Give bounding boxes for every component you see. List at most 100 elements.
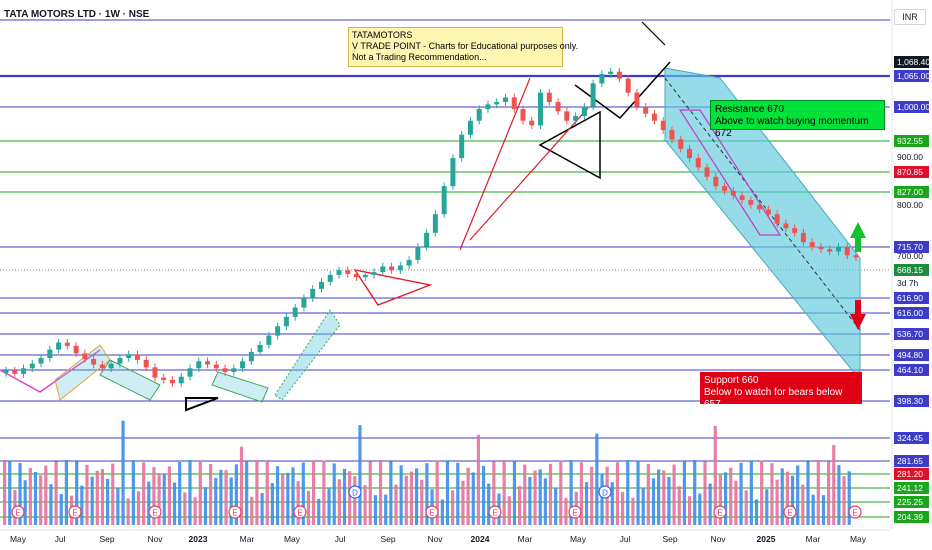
candle-body [835, 246, 841, 252]
candle-body [765, 209, 771, 215]
volume-bar [44, 465, 48, 525]
volume-bar [312, 460, 316, 525]
volume-bar [626, 460, 630, 525]
green-flag-2 [99, 359, 161, 401]
price-label-badge [894, 395, 929, 407]
candle-body [231, 368, 237, 373]
candle-body [687, 148, 693, 159]
price-level-label: 932.55 [897, 136, 923, 146]
volume-bar [770, 463, 774, 525]
volume-bar [49, 484, 53, 525]
volume-bar [126, 498, 130, 525]
event-marker [848, 505, 862, 519]
candle-body [380, 266, 386, 273]
volume-bar [456, 462, 460, 525]
time-axis-label: May [284, 534, 301, 544]
volume-bar [183, 492, 187, 525]
time-axis-label: Nov [147, 534, 163, 544]
time-axis-label: Jul [620, 534, 631, 544]
volume-bar [559, 460, 563, 525]
candle-body [345, 270, 351, 274]
candle-body [152, 367, 158, 378]
volume-bar [827, 461, 831, 525]
green-flag-3 [211, 371, 269, 403]
volume-bar [95, 470, 99, 525]
support-line-1: Support 660 [704, 375, 759, 386]
candle-body [143, 359, 149, 368]
volume-bar [39, 475, 43, 525]
volume-bar [662, 470, 666, 525]
volume-bar [760, 460, 764, 525]
volume-bar [152, 467, 156, 525]
candle-body [432, 214, 438, 233]
price-level-label: 494.80 [897, 350, 923, 360]
price-level-label: 464.10 [897, 365, 923, 375]
time-axis-label: Jul [335, 534, 346, 544]
volume-bar [275, 466, 280, 525]
price-level-label: 281.20 [897, 469, 923, 479]
volume-bar [342, 468, 347, 525]
volume-bar [518, 486, 522, 525]
volume-bar [481, 465, 486, 525]
candle-body [266, 335, 272, 345]
volume-bar [317, 498, 321, 525]
volume-bar [59, 494, 63, 525]
volume-bar [718, 474, 723, 525]
candle-body [581, 106, 587, 117]
candle-body [713, 176, 719, 187]
volume-bar [842, 476, 846, 525]
volume-bar [193, 497, 197, 525]
volume-bar [33, 472, 38, 525]
volume-bar [615, 462, 620, 525]
price-level-label: 616.90 [897, 293, 923, 303]
event-marker [713, 505, 727, 519]
time-axis-label: Sep [662, 534, 677, 544]
price-level-label: 1,068.40 [897, 57, 930, 67]
currency-badge[interactable]: INR [894, 9, 926, 25]
volume-bar [698, 493, 702, 525]
event-marker [348, 485, 362, 499]
volume-bar [245, 460, 249, 525]
price-level-label: 3d 7h [897, 278, 919, 288]
volume-bar [657, 469, 661, 525]
volume-bar [178, 462, 182, 525]
volume-bar [234, 464, 238, 525]
event-marker-label: E [15, 509, 20, 518]
volume-bar [327, 488, 331, 525]
volume-bar [780, 468, 784, 525]
volume-bar [18, 462, 22, 525]
volume-bar [631, 497, 635, 525]
volume-bar [111, 463, 115, 525]
volume-bar [821, 495, 826, 525]
event-marker-label: E [572, 509, 577, 518]
event-marker [598, 485, 612, 499]
volume-bar [214, 477, 218, 525]
price-label-badge [894, 468, 929, 480]
candle-body [205, 361, 211, 365]
candle-body [292, 307, 298, 317]
time-axis-label: 2024 [471, 534, 490, 544]
event-marker-label: D [602, 489, 608, 498]
event-marker [568, 505, 582, 519]
time-axis-label: May [570, 534, 587, 544]
note-annotation: TATAMOTORS V TRADE POINT - Charts for Ed… [348, 27, 578, 67]
candle-body [327, 274, 333, 282]
candle-body [695, 158, 701, 168]
time-axis-label: Mar [518, 534, 533, 544]
price-level-label: 204.39 [897, 512, 923, 522]
event-marker [293, 505, 307, 519]
volume-bar [512, 461, 517, 525]
volume-bar [765, 489, 769, 525]
candle-body [564, 111, 570, 121]
red-trend-line-1 [459, 77, 531, 251]
volume-bar [440, 499, 444, 525]
volume-bar [445, 460, 450, 525]
price-label-badge [894, 56, 929, 68]
black-triangle-top [574, 61, 671, 120]
candle-body [608, 71, 614, 75]
volume-bar [281, 474, 285, 525]
price-label-badge [894, 482, 929, 494]
volume-bar [806, 461, 810, 525]
candle-body [441, 186, 447, 215]
